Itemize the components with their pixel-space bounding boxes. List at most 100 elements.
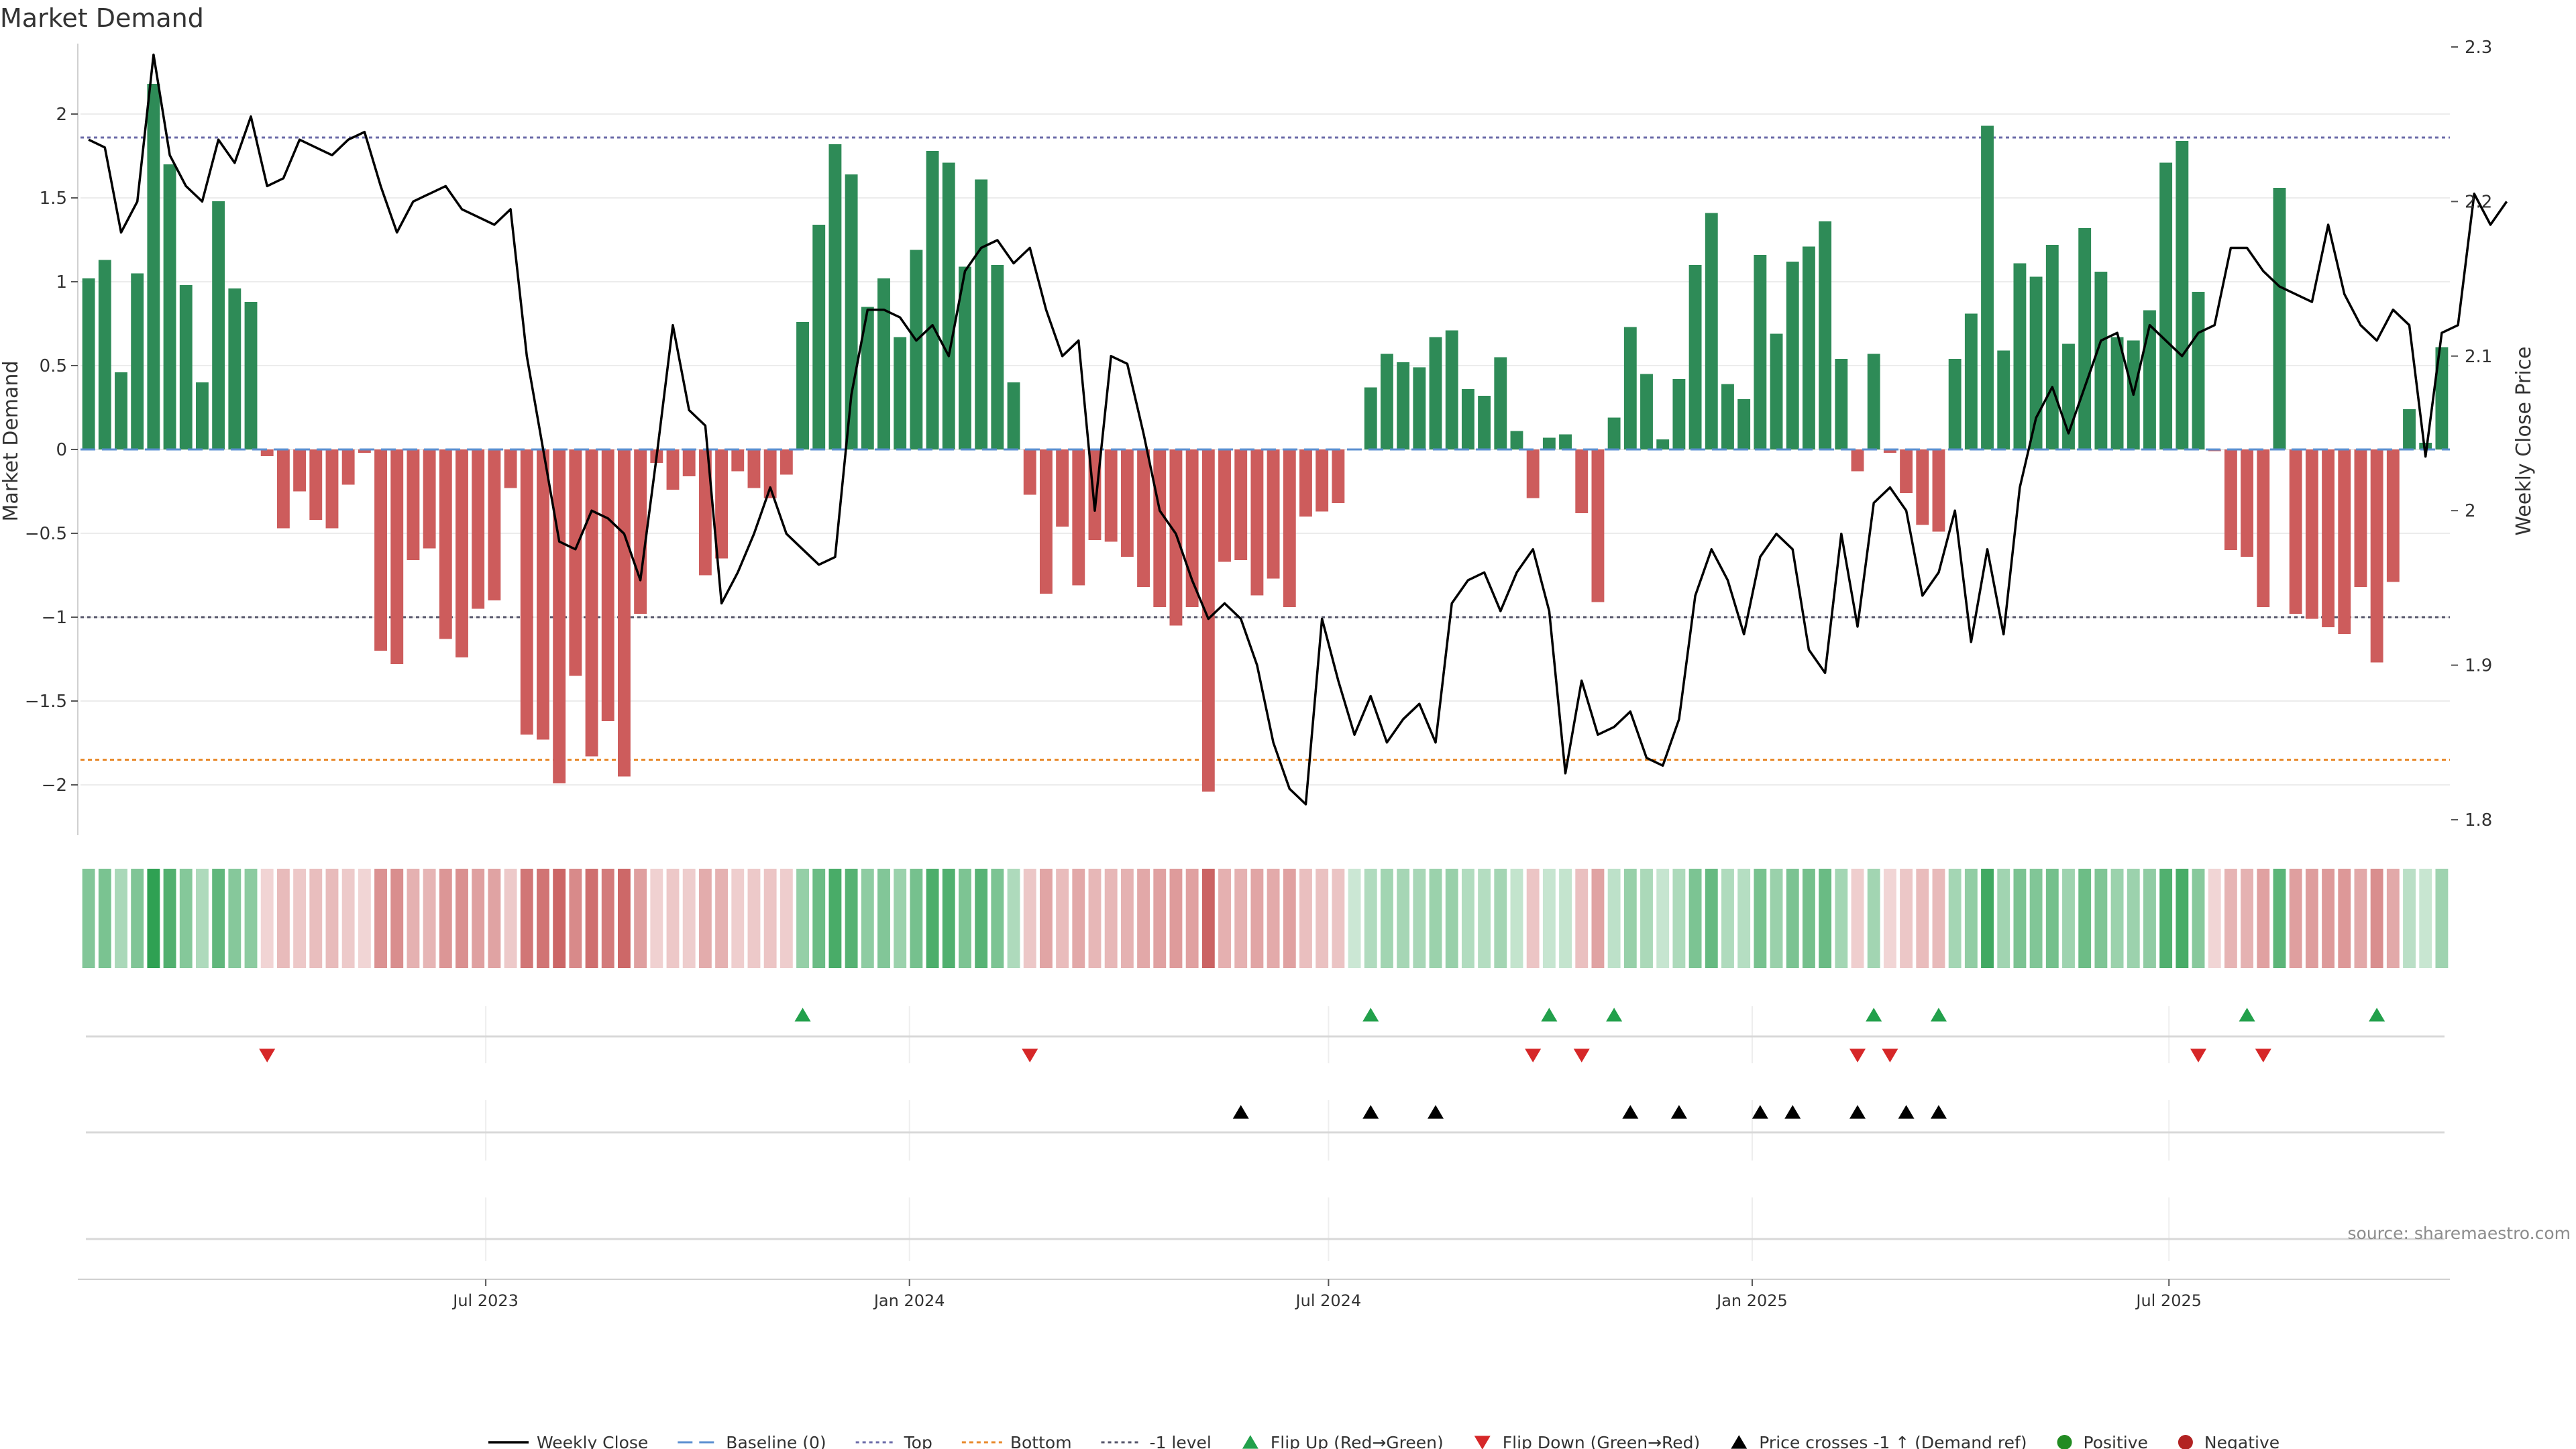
flip-up-marker [1606,1008,1623,1022]
demand-strip-cell [1429,869,1442,968]
demand-bar [2289,449,2302,614]
legend-label: Flip Down (Green→Red) [1503,1433,1701,1449]
demand-strip-cell [260,869,274,968]
demand-strip-cell [747,869,761,968]
y-tick-label: 0.5 [40,356,67,376]
demand-bar [1542,437,1556,449]
demand-strip-cell [682,869,696,968]
reference-levels [80,136,2450,761]
demand-strip-cell [276,869,290,968]
flip-up-marker [2239,1008,2255,1022]
demand-bar [698,449,712,576]
demand-bar [2045,245,2059,449]
demand-strip-cell [374,869,387,968]
demand-bar [1201,449,1215,792]
demand-bar [179,285,193,449]
demand-strip-cell [1039,869,1053,968]
demand-bar [2176,141,2189,449]
y-tick-label: 1.5 [40,189,67,209]
demand-strip-cell [1153,869,1167,968]
y2-tick-label: 2.2 [2465,192,2492,212]
demand-bar [634,449,647,614]
demand-strip-cell [1997,869,2010,968]
flip-up-marker [794,1008,811,1022]
demand-strip-cell [2224,869,2237,968]
demand-bar [1819,221,1832,449]
flip-up-marker [2369,1008,2385,1022]
demand-strip-cell [520,869,533,968]
demand-bar [747,449,761,488]
demand-strip-cell [959,869,971,968]
demand-bar [1023,449,1036,495]
demand-bar [439,449,452,639]
demand-strip-cell [179,869,193,968]
demand-bar [472,449,485,609]
demand-strip-cell [1770,869,1783,968]
demand-strip-cell [2176,869,2189,968]
demand-strip-cell [569,869,582,968]
demand-bar [1120,449,1134,557]
demand-bar [1364,387,1377,449]
demand-bar [98,260,111,449]
demand-bar [1916,449,1929,525]
demand-strip-cell [2419,869,2432,968]
demand-strip-cell [731,869,745,968]
legend: Weekly Close Baseline (0) Top Bottom -1 leve… [488,1433,2279,1449]
y-tick-label: −1.5 [25,692,67,712]
demand-bar [682,449,696,476]
demand-strip-cell [1316,869,1329,968]
demand-bar [1445,330,1458,449]
demand-strip-cell [2045,869,2059,968]
demand-strip-cell [2305,869,2318,968]
x-tick-label: Jan 2025 [1715,1291,1788,1310]
demand-bar [2305,449,2318,619]
flip-down-marker [1573,1049,1590,1063]
demand-strip-cell [1185,869,1199,968]
y2-axis-label: Weekly Close Price [2512,346,2536,535]
demand-strip-cell [1218,869,1231,968]
demand-strip-cell [2322,869,2334,968]
demand-strip-cell [698,869,712,968]
demand-bar [2029,276,2043,449]
demand-strip-cell [2143,869,2156,968]
demand-strip-cell [2208,869,2221,968]
demand-strip-cell [196,869,209,968]
demand-bar [2419,443,2432,449]
demand-bar [617,449,631,777]
demand-bar [926,151,939,449]
demand-bar [1381,354,1393,449]
y2-tick-label: 1.9 [2465,656,2492,676]
price-cross-marker [1428,1105,1444,1119]
demand-bar [1185,449,1199,607]
demand-bar [2403,409,2416,449]
demand-bar [812,225,826,449]
demand-bar [115,372,127,449]
y-tick-label: −0.5 [25,524,67,544]
price-cross-marker [1849,1105,1866,1119]
weekly-close-series [88,53,2508,806]
demand-bar [1867,354,1880,449]
demand-bar [390,449,404,664]
demand-strip-cell [2078,869,2092,968]
demand-bar [910,250,923,449]
demand-strip-cell [1397,869,1410,968]
demand-strip-cell [715,869,729,968]
demand-strip-cell [1656,869,1670,968]
demand-strip-cell [2241,869,2254,968]
demand-bar [537,449,549,740]
demand-bar [260,449,274,456]
demand-bar [147,84,160,449]
demand-strip-cell [1575,869,1589,968]
demand-strip-cell [1137,869,1150,968]
demand-bar [861,307,874,449]
demand-strip-cell [1640,869,1653,968]
demand-strip-cell [2370,869,2383,968]
demand-strip-cell [1542,869,1556,968]
demand-bar [975,179,988,449]
demand-bar [731,449,745,472]
demand-bar [1461,389,1474,449]
demand-bar [82,278,95,449]
demand-bar [163,164,176,449]
demand-strip-cell [2062,869,2075,968]
demand-strip-cell [975,869,988,968]
